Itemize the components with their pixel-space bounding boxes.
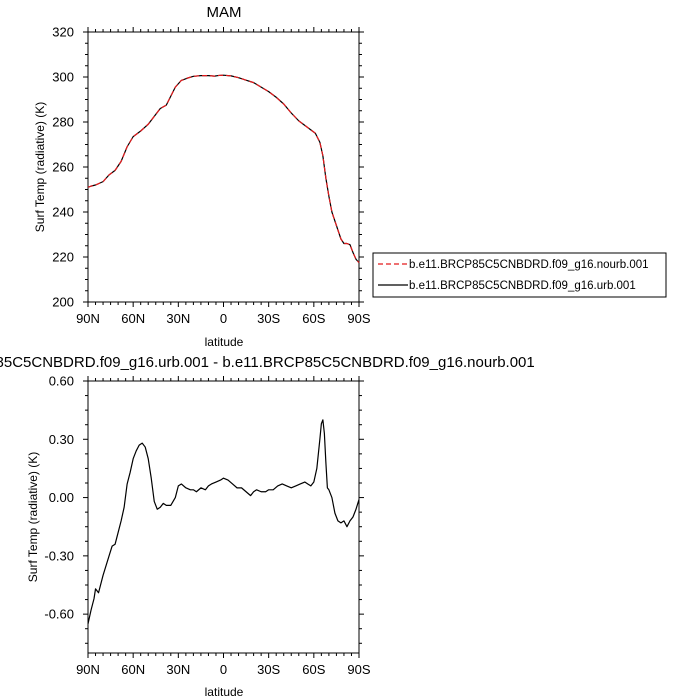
top-chart: MAM 90N 60N 30N 0 30S 60S 90S 200 220 240 260 280 3… — [33, 4, 371, 349]
top-chart-x-axis-label: latitude — [205, 335, 244, 349]
bottom-chart-y-tick-label: 0.60 — [49, 374, 74, 389]
top-chart-y-tick-label: 220 — [52, 250, 74, 265]
bottom-chart-x-tick-label: 0 — [220, 662, 227, 677]
top-chart-y-tick-label: 200 — [52, 295, 74, 310]
bottom-chart-series-line-0 — [87, 419, 360, 624]
bottom-chart-y-axis-label: Surf Temp (radiative) (K) — [26, 452, 40, 582]
bottom-chart-frame — [87, 380, 360, 654]
top-chart-series-line-0 — [87, 74, 360, 264]
top-chart-x-tick-label: 90S — [347, 311, 370, 326]
top-chart-y-tick-label: 240 — [52, 205, 74, 220]
top-chart-x-tick-label: 60N — [121, 311, 145, 326]
bottom-chart-title: b.e11.BRCP85C5CNBDRD.f09_g16.urb.001 - b… — [0, 354, 535, 371]
top-chart-y-tick-label: 280 — [52, 115, 74, 130]
top-chart-x-tick-label: 30N — [166, 311, 190, 326]
bottom-chart-y-tick-label: 0.00 — [49, 490, 74, 505]
top-chart-frame — [87, 31, 360, 303]
top-chart-x-tick-label: 90N — [76, 311, 100, 326]
top-chart-x-tick-label: 30S — [257, 311, 280, 326]
top-chart-y-axis-label: Surf Temp (radiative) (K) — [33, 102, 47, 232]
top-chart-x-tick-label: 0 — [220, 311, 227, 326]
legend-label-nourb: b.e11.BRCP85C5CNBDRD.f09_g16.nourb.001 — [409, 259, 649, 271]
bottom-chart-y-tick-label: -0.60 — [44, 607, 74, 622]
top-chart-y-tick-label: 320 — [52, 25, 74, 40]
bottom-chart-x-tick-label: 90N — [76, 662, 100, 677]
top-chart-x-tick-label: 60S — [302, 311, 325, 326]
bottom-chart-x-tick-label: 90S — [347, 662, 370, 677]
top-chart-series-line-1 — [87, 74, 360, 264]
bottom-chart-x-axis-label: latitude — [205, 685, 244, 699]
bottom-chart-x-tick-label: 30S — [257, 662, 280, 677]
top-chart-y-tick-label: 260 — [52, 160, 74, 175]
top-chart-title: MAM — [207, 4, 242, 21]
bottom-chart-x-tick-label: 30N — [166, 662, 190, 677]
bottom-chart: b.e11.BRCP85C5CNBDRD.f09_g16.urb.001 - b… — [0, 354, 535, 699]
top-chart-legend: b.e11.BRCP85C5CNBDRD.f09_g16.nourb.001 b… — [372, 252, 667, 298]
bottom-chart-x-tick-label: 60S — [302, 662, 325, 677]
legend-box — [372, 252, 667, 298]
legend-label-urb: b.e11.BRCP85C5CNBDRD.f09_g16.urb.001 — [409, 280, 636, 292]
bottom-chart-y-tick-label: 0.30 — [49, 432, 74, 447]
bottom-chart-y-tick-label: -0.30 — [44, 548, 74, 563]
bottom-chart-x-tick-label: 60N — [121, 662, 145, 677]
top-chart-y-tick-label: 300 — [52, 70, 74, 85]
